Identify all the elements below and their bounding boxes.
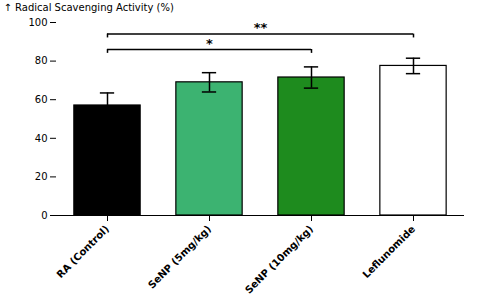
svg-text:*: *	[206, 36, 213, 51]
svg-text:SeNP (5mg/kg): SeNP (5mg/kg)	[146, 223, 213, 290]
svg-text:40: 40	[35, 133, 48, 144]
svg-text:0: 0	[41, 210, 47, 221]
svg-text:100: 100	[28, 17, 47, 28]
svg-text:20: 20	[35, 171, 48, 182]
svg-text:60: 60	[35, 94, 48, 105]
svg-text:**: **	[254, 20, 268, 35]
svg-text:80: 80	[35, 55, 48, 66]
svg-text:Leflunomide: Leflunomide	[360, 223, 417, 280]
svg-text:RA (Control): RA (Control)	[54, 223, 111, 280]
svg-text:SeNP (10mg/kg): SeNP (10mg/kg)	[243, 223, 315, 295]
svg-text:↑ Radical Scavenging Activity: ↑ Radical Scavenging Activity (%)	[4, 2, 174, 13]
